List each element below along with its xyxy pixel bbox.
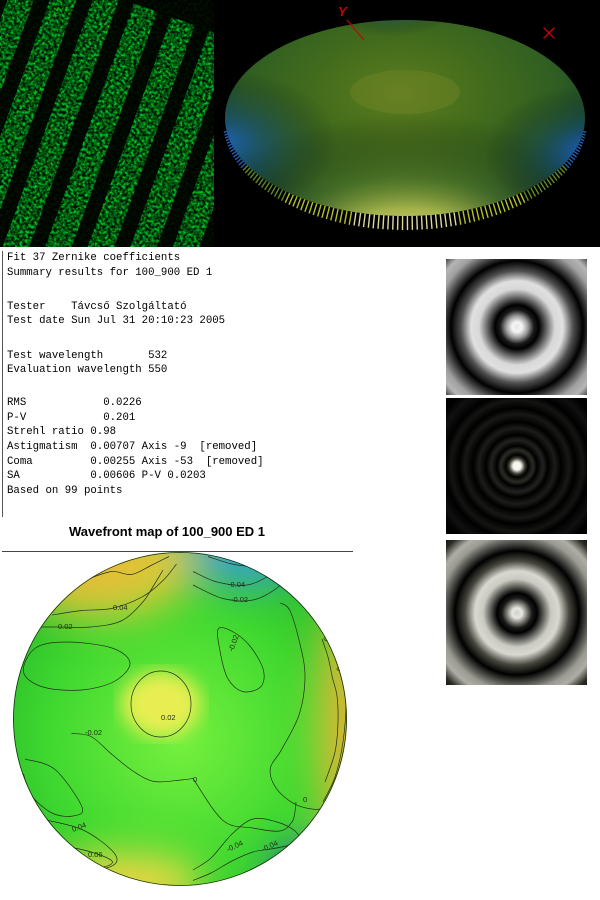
svg-text:0.06: 0.06 [88, 850, 103, 859]
svg-text:-0.04: -0.04 [228, 580, 245, 589]
svg-text:-0.06: -0.06 [231, 552, 250, 560]
svg-text:0.04: 0.04 [113, 603, 128, 612]
svg-text:0.06: 0.06 [334, 656, 347, 673]
svg-text:-0.02: -0.02 [85, 728, 102, 737]
svg-text:0.02: 0.02 [161, 713, 176, 722]
svg-text:Y: Y [338, 4, 348, 19]
svg-text:0: 0 [193, 775, 197, 784]
svg-text:0.02: 0.02 [58, 622, 73, 631]
svg-text:-0.02: -0.02 [231, 595, 248, 604]
svg-text:0: 0 [303, 795, 307, 804]
